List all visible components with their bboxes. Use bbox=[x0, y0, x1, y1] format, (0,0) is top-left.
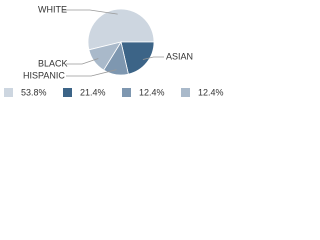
legend-swatch bbox=[63, 88, 72, 97]
pie-slice bbox=[87, 8, 155, 51]
legend-swatch bbox=[181, 88, 190, 97]
legend-swatch bbox=[122, 88, 131, 97]
slice-label: ASIAN bbox=[166, 51, 193, 61]
legend-swatch bbox=[4, 88, 13, 97]
legend-label: 12.4% bbox=[198, 87, 224, 97]
leader-line bbox=[142, 56, 164, 60]
chart: WHITE ASIAN HISPANIC BLACK 53.8% 21.4% 12.4% 12… bbox=[4, 4, 224, 97]
slice-label: WHITE bbox=[38, 4, 67, 14]
pie-slice bbox=[88, 41, 122, 71]
legend-label: 21.4% bbox=[80, 87, 106, 97]
leader-line bbox=[66, 69, 117, 77]
leader-line bbox=[66, 58, 99, 65]
legend-label: 53.8% bbox=[21, 87, 47, 97]
legend-label: 12.4% bbox=[139, 87, 165, 97]
leader-line bbox=[62, 9, 118, 15]
slice-label: HISPANIC bbox=[23, 70, 65, 80]
slice-label: BLACK bbox=[38, 58, 68, 68]
pie-slice bbox=[120, 41, 155, 75]
